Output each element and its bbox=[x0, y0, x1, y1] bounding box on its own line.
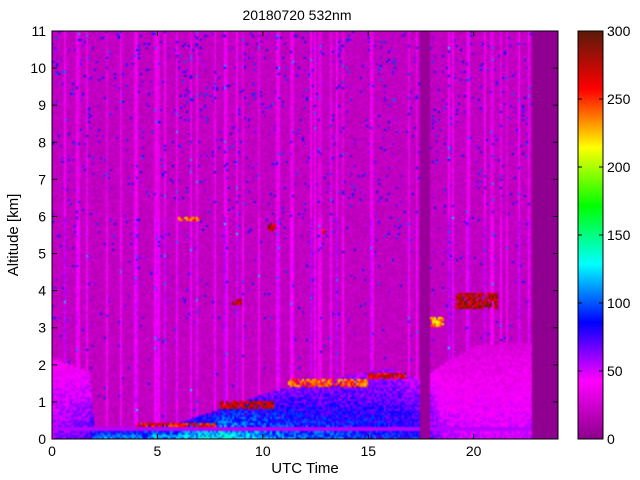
y-tick-label: 11 bbox=[31, 23, 46, 39]
y-tick-label: 8 bbox=[38, 134, 46, 150]
chart-title: 20180720 532nm bbox=[243, 7, 352, 23]
heatmap-raster bbox=[52, 31, 558, 439]
x-tick-label: 20 bbox=[466, 443, 482, 459]
plot-frame bbox=[51, 30, 559, 440]
x-tick-label: 5 bbox=[154, 443, 162, 459]
y-tick-label: 3 bbox=[38, 320, 46, 336]
colorbar-gradient bbox=[577, 30, 604, 440]
colorbar: 0 50 100 150 200 250 300 bbox=[577, 23, 631, 447]
colorbar-tick-label: 50 bbox=[607, 363, 623, 379]
x-axis: 0 5 10 15 20 bbox=[48, 31, 482, 459]
plot-area bbox=[52, 31, 558, 439]
y-tick-label: 5 bbox=[38, 246, 46, 262]
y-tick-label: 6 bbox=[38, 208, 46, 224]
x-tick-label: 0 bbox=[48, 443, 56, 459]
y-axis-title: Altitude [km] bbox=[5, 194, 22, 277]
y-tick-label: 1 bbox=[38, 394, 46, 410]
colorbar-tick-label: 0 bbox=[607, 431, 615, 447]
colorbar-tick-label: 250 bbox=[607, 91, 631, 107]
y-tick-label: 9 bbox=[38, 97, 46, 113]
y-tick-label: 2 bbox=[38, 357, 46, 373]
y-tick-label: 0 bbox=[38, 431, 46, 447]
colorbar-tick-label: 150 bbox=[607, 227, 631, 243]
x-axis-title: UTC Time bbox=[271, 460, 339, 477]
y-tick-label: 7 bbox=[38, 171, 46, 187]
x-tick-label: 10 bbox=[255, 443, 271, 459]
y-tick-label: 4 bbox=[38, 283, 46, 299]
colorbar-tick-label: 200 bbox=[607, 159, 631, 175]
colorbar-tick-label: 100 bbox=[607, 295, 631, 311]
colorbar-tick-label: 300 bbox=[607, 23, 631, 39]
y-axis: 0 1 2 3 4 5 6 7 8 9 10 11 bbox=[30, 23, 558, 447]
y-tick-label: 10 bbox=[30, 60, 46, 76]
x-tick-label: 15 bbox=[360, 443, 376, 459]
